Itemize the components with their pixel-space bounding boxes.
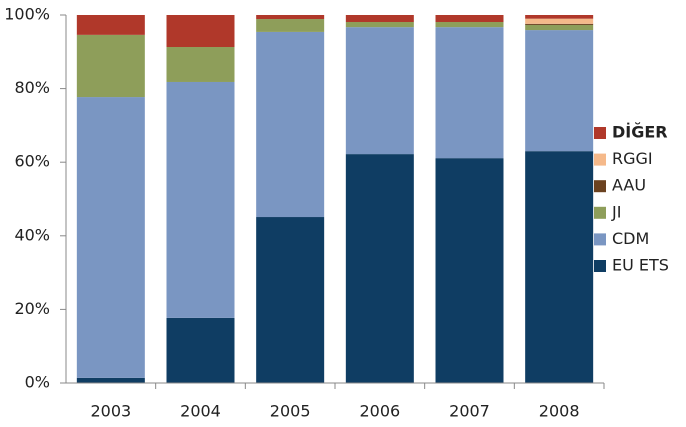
- legend-label: CDM: [612, 229, 649, 248]
- bar-segment: [345, 15, 414, 22]
- y-tick-label: 60%: [14, 152, 50, 171]
- bar-segment: [435, 21, 504, 28]
- bar-segment: [525, 18, 594, 24]
- bar-segment: [166, 15, 235, 48]
- bar-segment: [166, 81, 235, 318]
- bar-segment: [525, 24, 594, 31]
- y-tick-label: 0%: [25, 373, 50, 392]
- bar-segment: [256, 19, 325, 32]
- bar-segment: [435, 15, 504, 22]
- bar-segment: [525, 23, 594, 25]
- bar-segment: [525, 15, 594, 19]
- bar-segment: [76, 15, 145, 35]
- x-tick-label: 2003: [90, 402, 131, 421]
- bar-segment: [435, 158, 504, 383]
- bar-segment: [76, 34, 145, 98]
- bar-segment: [345, 21, 414, 28]
- bar-segment: [525, 151, 594, 383]
- legend-swatch: [594, 127, 606, 139]
- legend-swatch: [594, 260, 606, 272]
- bar-segment: [76, 97, 145, 378]
- x-tick-label: 2004: [180, 402, 221, 421]
- bar-segment: [166, 317, 235, 383]
- bar-segment: [256, 31, 325, 218]
- y-tick-label: 40%: [14, 225, 50, 244]
- y-tick-label: 100%: [4, 5, 50, 24]
- bar-segment: [76, 377, 145, 383]
- bar-segment: [256, 15, 325, 20]
- legend-label: RGGI: [612, 149, 653, 168]
- legend-label: DİĞER: [612, 123, 668, 142]
- legend-swatch: [594, 180, 606, 193]
- legend-swatch: [594, 153, 606, 166]
- bar-segment: [256, 217, 325, 383]
- legend-swatch: [594, 233, 606, 246]
- y-tick-label: 20%: [14, 299, 50, 318]
- legend-swatch: [594, 206, 606, 219]
- legend-label: AAU: [612, 176, 646, 195]
- legend-label: EU ETS: [612, 256, 669, 275]
- x-tick-label: 2007: [449, 402, 490, 421]
- bar-segment: [345, 154, 414, 383]
- x-tick-label: 2008: [539, 402, 580, 421]
- x-tick-label: 2005: [270, 402, 311, 421]
- bar-segment: [345, 27, 414, 155]
- bar-segment: [525, 30, 594, 152]
- bar-segment: [166, 47, 235, 82]
- x-tick-label: 2006: [359, 402, 400, 421]
- legend-label: JI: [611, 202, 621, 221]
- y-tick-label: 80%: [14, 78, 50, 97]
- bar-segment: [435, 27, 504, 159]
